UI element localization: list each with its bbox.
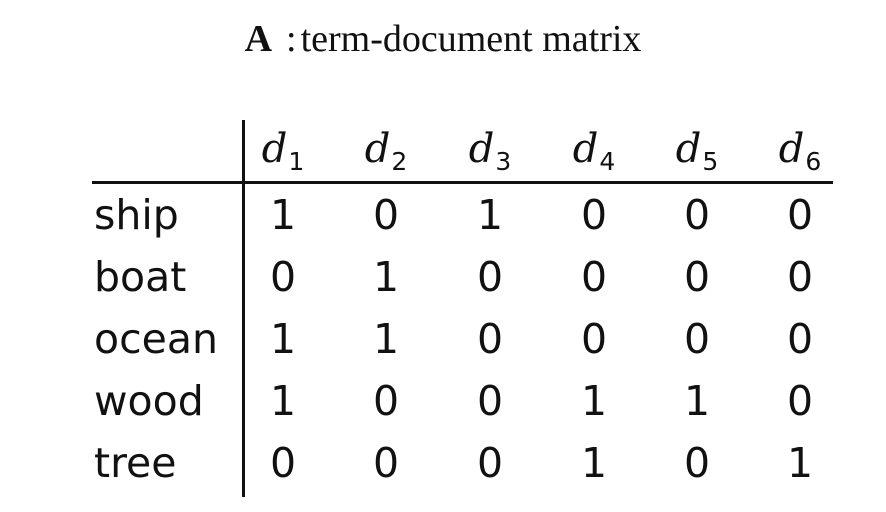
column-header-index: 2	[391, 147, 408, 176]
matrix-cell: 0	[580, 315, 608, 363]
column-header-index: 6	[805, 147, 822, 176]
matrix-cell: 0	[786, 191, 814, 239]
column-header-d3: d3	[450, 124, 530, 187]
matrix-cell: 0	[683, 315, 711, 363]
matrix-title: A: term-document matrix	[0, 14, 886, 64]
row-label-tree: tree	[94, 439, 177, 487]
matrix-cell: 0	[476, 377, 504, 425]
matrix-cell: 0	[372, 377, 400, 425]
column-header-letter: d	[364, 126, 391, 172]
row-label-ship: ship	[94, 191, 179, 239]
column-header-d6: d6	[760, 124, 840, 187]
column-header-index: 1	[288, 147, 305, 176]
matrix-cell: 1	[580, 377, 608, 425]
column-header-letter: d	[675, 126, 702, 172]
matrix-cell: 0	[683, 439, 711, 487]
column-header-d1: d1	[243, 124, 323, 187]
matrix-cell: 0	[372, 191, 400, 239]
matrix-cell: 0	[786, 253, 814, 301]
title-separator: :	[286, 18, 297, 60]
matrix-cell: 1	[580, 439, 608, 487]
row-label-boat: boat	[94, 253, 187, 301]
column-header-index: 3	[495, 147, 512, 176]
row-label-ocean: ocean	[94, 315, 218, 363]
column-header-index: 4	[599, 147, 616, 176]
matrix-cell: 0	[580, 191, 608, 239]
matrix-cell: 0	[786, 315, 814, 363]
column-header-letter: d	[261, 126, 288, 172]
title-text: term-document matrix	[300, 18, 642, 60]
matrix-cell: 1	[786, 439, 814, 487]
matrix-cell: 1	[683, 377, 711, 425]
column-header-d5: d5	[657, 124, 737, 187]
matrix-cell: 0	[372, 439, 400, 487]
matrix-cell: 0	[269, 439, 297, 487]
matrix-cell: 1	[269, 315, 297, 363]
matrix-cell: 1	[269, 191, 297, 239]
matrix-cell: 0	[476, 315, 504, 363]
column-header-divider	[92, 181, 833, 184]
column-header-letter: d	[572, 126, 599, 172]
matrix-cell: 0	[476, 253, 504, 301]
column-header-letter: d	[778, 126, 805, 172]
matrix-cell: 1	[476, 191, 504, 239]
matrix-cell: 1	[372, 253, 400, 301]
column-header-index: 5	[702, 147, 719, 176]
matrix-cell: 0	[580, 253, 608, 301]
matrix-cell: 0	[786, 377, 814, 425]
matrix-cell: 0	[269, 253, 297, 301]
row-header-divider	[242, 120, 245, 497]
column-header-letter: d	[468, 126, 495, 172]
matrix-cell: 1	[269, 377, 297, 425]
matrix-cell: 0	[683, 191, 711, 239]
column-header-d2: d2	[346, 124, 426, 187]
matrix-cell: 0	[476, 439, 504, 487]
matrix-cell: 1	[372, 315, 400, 363]
matrix-cell: 0	[683, 253, 711, 301]
column-header-d4: d4	[554, 124, 634, 187]
matrix-symbol: A	[244, 18, 273, 60]
row-label-wood: wood	[94, 377, 204, 425]
